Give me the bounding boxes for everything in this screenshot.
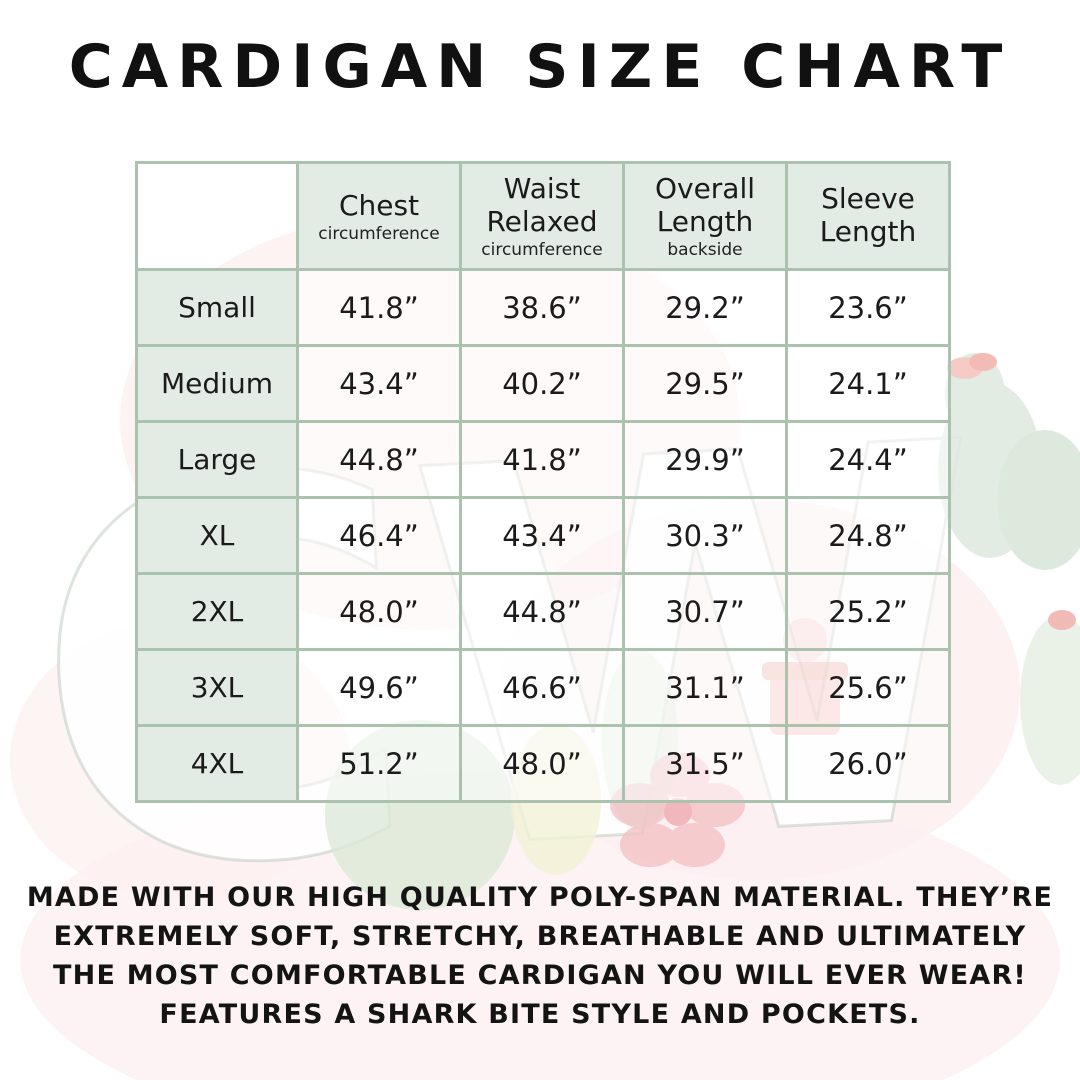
size-label: Small	[135, 268, 299, 347]
column-label: Chest	[338, 188, 420, 222]
size-label: 2XL	[135, 572, 299, 651]
value-cell: 31.5”	[622, 724, 788, 803]
column-header-overall-length: Overall Length backside	[622, 161, 788, 271]
table-row: Medium 43.4” 40.2” 29.5” 24.1”	[135, 344, 951, 423]
table-row: 3XL 49.6” 46.6” 31.1” 25.6”	[135, 648, 951, 727]
table-row: 4XL 51.2” 48.0” 31.5” 26.0”	[135, 724, 951, 803]
page-title: CARDIGAN SIZE CHART	[68, 32, 1012, 102]
corner-cell	[135, 161, 299, 271]
size-label: 3XL	[135, 648, 299, 727]
value-cell: 41.8”	[296, 268, 462, 347]
value-cell: 29.2”	[622, 268, 788, 347]
value-cell: 29.9”	[622, 420, 788, 499]
value-cell: 30.3”	[622, 496, 788, 575]
table-row: Small 41.8” 38.6” 29.2” 23.6”	[135, 268, 951, 347]
value-cell: 24.4”	[785, 420, 951, 499]
value-cell: 48.0”	[459, 724, 625, 803]
value-cell: 38.6”	[459, 268, 625, 347]
value-cell: 44.8”	[459, 572, 625, 651]
column-sublabel: circumference	[318, 223, 440, 244]
value-cell: 29.5”	[622, 344, 788, 423]
material-description: MADE WITH OUR HIGH QUALITY POLY-SPAN MAT…	[0, 878, 1080, 1034]
value-cell: 30.7”	[622, 572, 788, 651]
value-cell: 31.1”	[622, 648, 788, 727]
size-label: XL	[135, 496, 299, 575]
value-cell: 49.6”	[296, 648, 462, 727]
table-row: Large 44.8” 41.8” 29.9” 24.4”	[135, 420, 951, 499]
column-label: Sleeve Length	[819, 182, 917, 248]
value-cell: 23.6”	[785, 268, 951, 347]
column-sublabel: backside	[667, 240, 743, 260]
table-row: XL 46.4” 43.4” 30.3” 24.8”	[135, 496, 951, 575]
value-cell: 46.4”	[296, 496, 462, 575]
value-cell: 43.4”	[296, 344, 462, 423]
watermark-cactus	[1020, 610, 1080, 785]
value-cell: 48.0”	[296, 572, 462, 651]
size-chart-table: Chest circumference Waist Relaxed circum…	[135, 161, 951, 803]
value-cell: 40.2”	[459, 344, 625, 423]
column-sublabel: circumference	[481, 240, 603, 260]
column-label: Overall Length	[654, 172, 756, 238]
description-line: MADE WITH OUR HIGH QUALITY POLY-SPAN MAT…	[26, 882, 1054, 913]
value-cell: 51.2”	[296, 724, 462, 803]
header-row: Chest circumference Waist Relaxed circum…	[135, 161, 951, 271]
value-cell: 44.8”	[296, 420, 462, 499]
size-label: Large	[135, 420, 299, 499]
value-cell: 46.6”	[459, 648, 625, 727]
size-label: Medium	[135, 344, 299, 423]
value-cell: 26.0”	[785, 724, 951, 803]
description-line: EXTREMELY SOFT, STRETCHY, BREATHABLE AND…	[53, 921, 1027, 952]
description-line: THE MOST COMFORTABLE CARDIGAN YOU WILL E…	[53, 960, 1027, 991]
column-label: Waist Relaxed	[486, 172, 598, 238]
table-row: 2XL 48.0” 44.8” 30.7” 25.2”	[135, 572, 951, 651]
value-cell: 24.8”	[785, 496, 951, 575]
watermark-cactus	[938, 353, 1080, 570]
column-header-sleeve-length: Sleeve Length	[785, 161, 951, 271]
value-cell: 41.8”	[459, 420, 625, 499]
size-label: 4XL	[135, 724, 299, 803]
value-cell: 25.2”	[785, 572, 951, 651]
description-line: FEATURES A SHARK BITE STYLE AND POCKETS.	[159, 999, 921, 1030]
column-header-waist: Waist Relaxed circumference	[459, 161, 625, 271]
column-header-chest: Chest circumference	[296, 161, 462, 271]
value-cell: 25.6”	[785, 648, 951, 727]
value-cell: 24.1”	[785, 344, 951, 423]
value-cell: 43.4”	[459, 496, 625, 575]
